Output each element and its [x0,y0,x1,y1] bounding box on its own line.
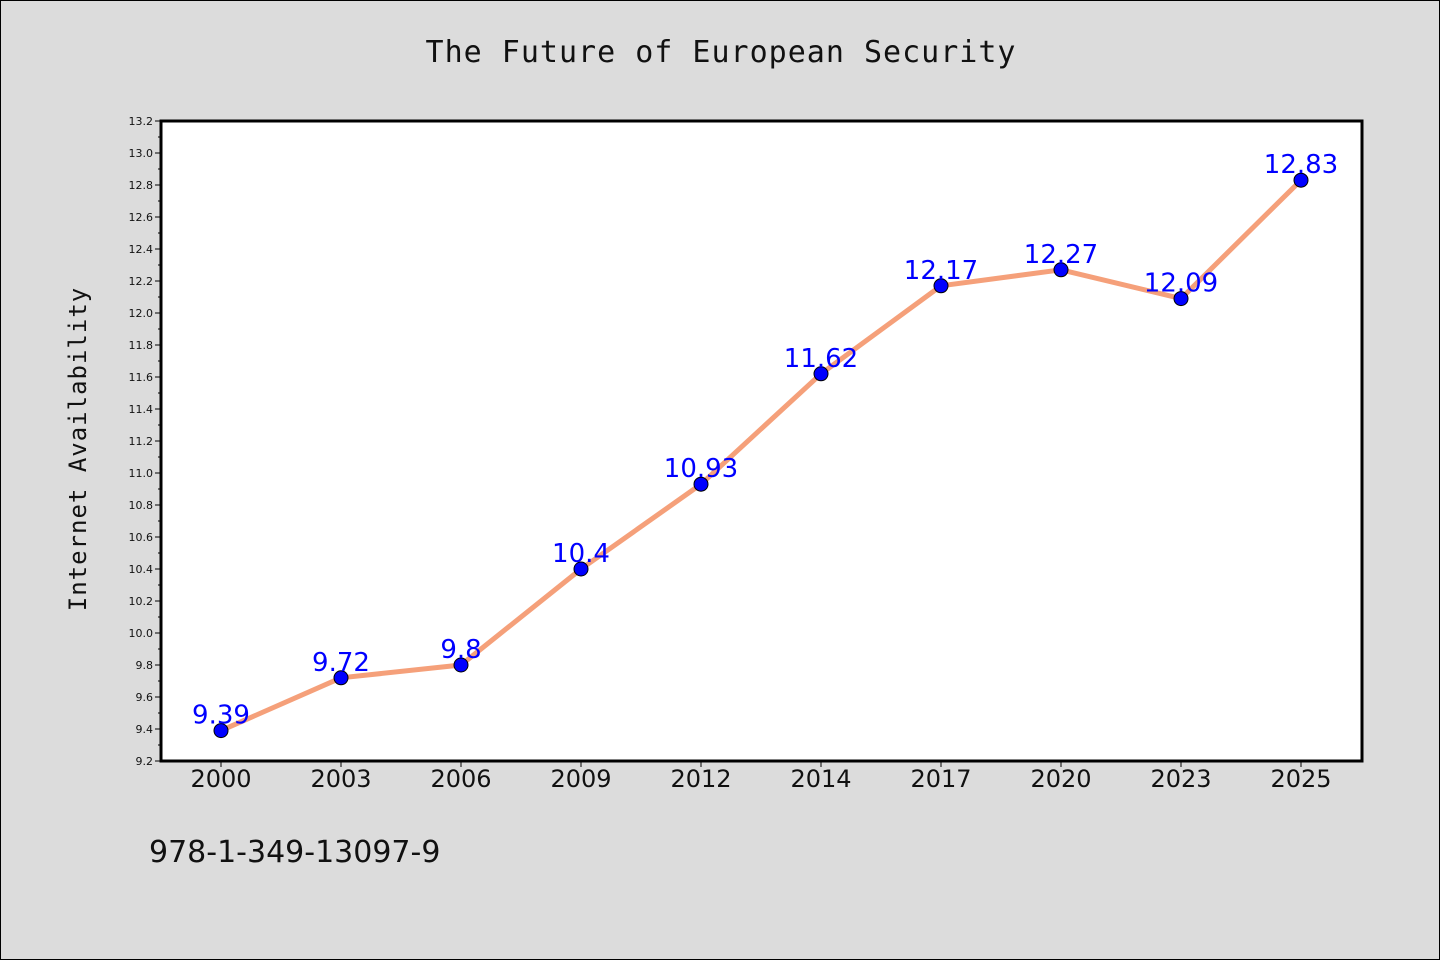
y-tick-label: 11.6 [129,371,154,384]
data-label: 9.39 [192,701,250,731]
data-point [453,657,469,673]
y-tick-label: 11.4 [129,403,154,416]
series-markers [213,172,1309,739]
data-label: 10.93 [664,454,738,484]
y-tick-label: 12.6 [129,211,154,224]
chart-title: The Future of European Security [425,35,1017,70]
data-label: 10.4 [552,539,610,569]
data-point [1293,172,1309,188]
data-point [1173,291,1189,307]
data-label: 12.17 [904,256,978,286]
y-tick-label: 11.2 [129,435,154,448]
isbn-text: 978-1-349-13097-9 [149,835,441,870]
y-tick-label: 12.8 [129,179,154,192]
data-point [813,366,829,382]
data-label: 11.62 [784,344,858,374]
y-tick-label: 10.2 [129,595,154,608]
y-tick-label: 9.8 [136,659,154,672]
x-axis: 2000 2003 2006 2009 2012 2014 2017 2020 2023 2025 [190,761,1332,793]
y-tick-label: 9.2 [136,755,154,768]
data-point [933,278,949,294]
x-tick-label: 2000 [190,765,251,793]
x-tick-label: 2006 [430,765,491,793]
x-tick-label: 2017 [910,765,971,793]
data-point [333,670,349,686]
y-tick-label: 10.6 [129,531,154,544]
y-tick-label: 9.6 [136,691,154,704]
data-label: 12.83 [1264,150,1338,180]
x-tick-label: 2003 [310,765,371,793]
x-tick-label: 2009 [550,765,611,793]
data-point [573,561,589,577]
data-label: 12.27 [1024,240,1098,270]
data-point [213,723,229,739]
y-axis: 9.2 9.4 9.6 9.8 10.0 10.2 10.4 10.6 10.8 11.0 11.2… [129,115,161,768]
data-label: 9.8 [440,635,481,665]
y-tick-label: 12.2 [129,275,154,288]
y-tick-label: 10.0 [129,627,154,640]
x-tick-label: 2025 [1270,765,1331,793]
y-tick-label: 13.0 [129,147,154,160]
y-tick-label: 11.8 [129,339,154,352]
x-tick-label: 2014 [790,765,851,793]
plot-area [159,119,1364,763]
y-tick-label: 10.8 [129,499,154,512]
data-labels: 9.39 9.72 9.8 10.4 10.93 11.62 12.17 12.27 12.09… [192,150,1338,730]
data-point [693,476,709,492]
x-tick-label: 2023 [1150,765,1211,793]
data-point [1053,262,1069,278]
y-tick-label: 12.0 [129,307,154,320]
y-tick-label: 10.4 [129,563,154,576]
y-tick-label: 9.4 [136,723,154,736]
data-label: 9.72 [312,648,370,678]
x-tick-label: 2012 [670,765,731,793]
y-tick-label: 13.2 [129,115,154,128]
y-tick-label: 11.0 [129,467,154,480]
y-tick-label: 12.4 [129,243,154,256]
x-tick-label: 2020 [1030,765,1091,793]
y-axis-title: Internet Availability [64,287,92,611]
data-label: 12.09 [1144,269,1218,299]
series-line [218,177,1304,734]
